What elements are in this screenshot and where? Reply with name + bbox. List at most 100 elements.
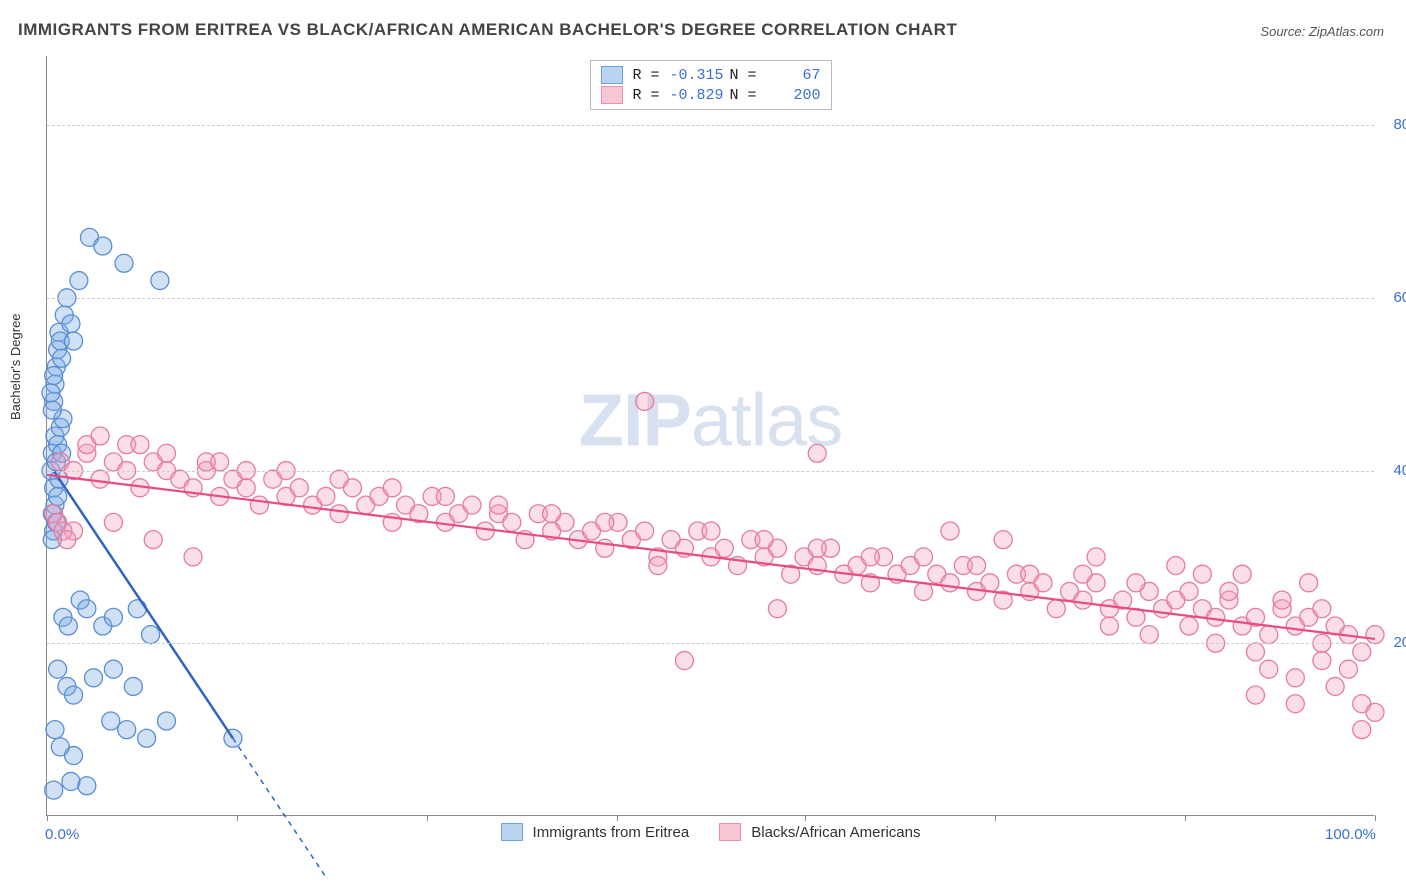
legend-label: Immigrants from Eritrea bbox=[533, 824, 690, 841]
scatter-point bbox=[1127, 574, 1145, 592]
scatter-point bbox=[104, 660, 122, 678]
scatter-point bbox=[102, 712, 120, 730]
scatter-point bbox=[59, 617, 77, 635]
stats-row-eritrea: R = -0.315 N = 67 bbox=[600, 65, 820, 85]
scatter-point bbox=[768, 600, 786, 618]
scatter-point bbox=[649, 557, 667, 575]
scatter-point bbox=[144, 531, 162, 549]
scatter-svg bbox=[47, 56, 1374, 815]
gridline bbox=[47, 298, 1374, 299]
y-tick-label: 40.0% bbox=[1393, 462, 1406, 479]
scatter-point bbox=[250, 496, 268, 514]
stats-row-black: R = -0.829 N = 200 bbox=[600, 85, 820, 105]
source-prefix: Source: bbox=[1260, 24, 1305, 39]
chart-title: IMMIGRANTS FROM ERITREA VS BLACK/AFRICAN… bbox=[18, 20, 957, 40]
source-name: ZipAtlas.com bbox=[1309, 24, 1384, 39]
legend-item-eritrea: Immigrants from Eritrea bbox=[501, 823, 690, 841]
scatter-point bbox=[941, 574, 959, 592]
scatter-point bbox=[104, 513, 122, 531]
y-tick-label: 80.0% bbox=[1393, 116, 1406, 133]
scatter-point bbox=[70, 272, 88, 290]
scatter-point bbox=[1260, 626, 1278, 644]
scatter-point bbox=[702, 522, 720, 540]
n-value: 67 bbox=[763, 67, 821, 84]
scatter-point bbox=[115, 254, 133, 272]
scatter-point bbox=[330, 505, 348, 523]
y-tick-label: 20.0% bbox=[1393, 634, 1406, 651]
scatter-point bbox=[142, 626, 160, 644]
scatter-point bbox=[158, 444, 176, 462]
scatter-point bbox=[53, 349, 71, 367]
scatter-point bbox=[1167, 557, 1185, 575]
r-label: R = bbox=[632, 67, 659, 84]
scatter-point bbox=[543, 505, 561, 523]
scatter-point bbox=[1140, 626, 1158, 644]
x-tick bbox=[805, 815, 806, 821]
scatter-point bbox=[383, 479, 401, 497]
scatter-point bbox=[1193, 565, 1211, 583]
correlation-stats-box: R = -0.315 N = 67 R = -0.829 N = 200 bbox=[589, 60, 831, 110]
legend-swatch-black bbox=[719, 823, 741, 841]
scatter-point bbox=[941, 522, 959, 540]
swatch-eritrea bbox=[600, 66, 622, 84]
y-axis-label: Bachelor's Degree bbox=[8, 313, 23, 420]
bottom-legend: Immigrants from Eritrea Blacks/African A… bbox=[501, 823, 921, 841]
scatter-point bbox=[317, 487, 335, 505]
n-label: N = bbox=[730, 67, 757, 84]
scatter-point bbox=[1246, 686, 1264, 704]
scatter-point bbox=[330, 470, 348, 488]
scatter-point bbox=[1366, 626, 1384, 644]
scatter-point bbox=[1074, 565, 1092, 583]
scatter-point bbox=[1326, 677, 1344, 695]
scatter-point bbox=[151, 272, 169, 290]
r-value: -0.315 bbox=[666, 67, 724, 84]
scatter-point bbox=[46, 721, 64, 739]
scatter-point bbox=[49, 660, 67, 678]
scatter-point bbox=[138, 729, 156, 747]
x-tick bbox=[1185, 815, 1186, 821]
scatter-point bbox=[42, 384, 60, 402]
legend-swatch-eritrea bbox=[501, 823, 523, 841]
scatter-point bbox=[62, 315, 80, 333]
scatter-point bbox=[914, 582, 932, 600]
scatter-point bbox=[636, 522, 654, 540]
scatter-point bbox=[124, 677, 142, 695]
scatter-point bbox=[1207, 608, 1225, 626]
gridline bbox=[47, 643, 1374, 644]
chart-plot-area: ZIPatlas R = -0.315 N = 67 R = -0.829 N … bbox=[46, 56, 1374, 816]
scatter-point bbox=[503, 513, 521, 531]
scatter-point bbox=[118, 721, 136, 739]
x-tick bbox=[427, 815, 428, 821]
scatter-point bbox=[1246, 643, 1264, 661]
x-tick bbox=[617, 815, 618, 821]
scatter-point bbox=[1260, 660, 1278, 678]
scatter-point bbox=[981, 574, 999, 592]
scatter-point bbox=[914, 548, 932, 566]
scatter-point bbox=[808, 444, 826, 462]
scatter-point bbox=[1220, 582, 1238, 600]
scatter-point bbox=[808, 539, 826, 557]
x-tick bbox=[237, 815, 238, 821]
scatter-point bbox=[78, 777, 96, 795]
x-tick-label: 0.0% bbox=[45, 826, 79, 843]
scatter-point bbox=[43, 401, 61, 419]
scatter-point bbox=[128, 600, 146, 618]
scatter-point bbox=[1286, 669, 1304, 687]
scatter-point bbox=[476, 522, 494, 540]
n-value: 200 bbox=[763, 87, 821, 104]
swatch-black bbox=[600, 86, 622, 104]
r-value: -0.829 bbox=[666, 87, 724, 104]
scatter-point bbox=[62, 772, 80, 790]
scatter-point bbox=[84, 669, 102, 687]
scatter-point bbox=[131, 436, 149, 454]
scatter-point bbox=[1087, 548, 1105, 566]
legend-label: Blacks/African Americans bbox=[751, 824, 920, 841]
scatter-point bbox=[1021, 565, 1039, 583]
scatter-point bbox=[65, 332, 83, 350]
scatter-point bbox=[91, 470, 109, 488]
scatter-point bbox=[49, 487, 67, 505]
gridline bbox=[47, 125, 1374, 126]
scatter-point bbox=[1313, 652, 1331, 670]
scatter-point bbox=[94, 237, 112, 255]
scatter-point bbox=[1313, 600, 1331, 618]
